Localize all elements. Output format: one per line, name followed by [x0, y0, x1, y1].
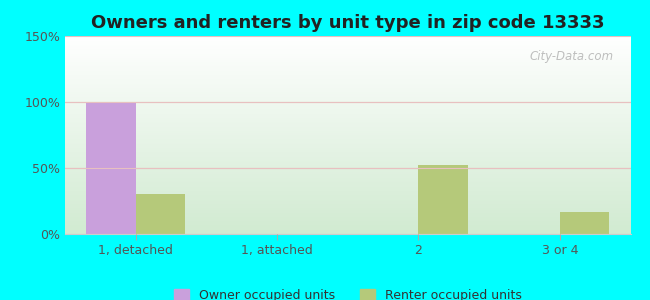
Bar [86, 102, 136, 234]
Bar [419, 165, 468, 234]
Bar [560, 212, 609, 234]
Title: Owners and renters by unit type in zip code 13333: Owners and renters by unit type in zip c… [91, 14, 604, 32]
Text: City-Data.com: City-Data.com [529, 50, 614, 63]
Legend: Owner occupied units, Renter occupied units: Owner occupied units, Renter occupied un… [169, 284, 526, 300]
Bar [136, 194, 185, 234]
